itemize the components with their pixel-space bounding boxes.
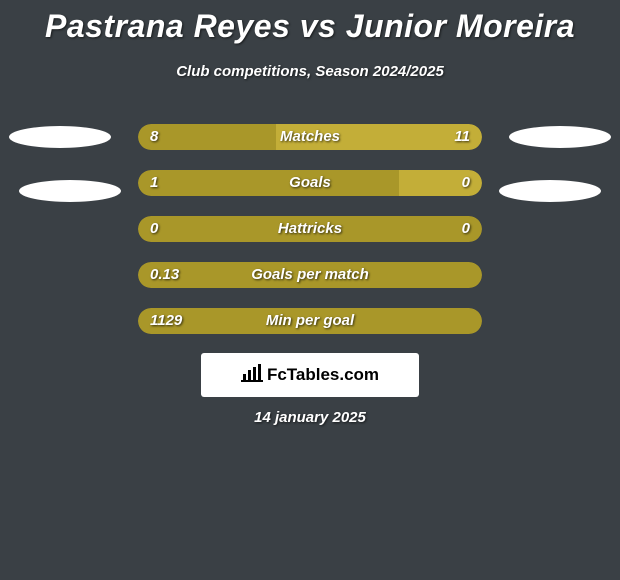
stat-label: Goals — [138, 170, 482, 196]
stat-label: Hattricks — [138, 216, 482, 242]
page-subtitle: Club competitions, Season 2024/2025 — [0, 63, 620, 80]
stat-row-hattricks: 0 Hattricks 0 — [138, 216, 482, 242]
stat-row-goals: 1 Goals 0 — [138, 170, 482, 196]
stat-label: Matches — [138, 124, 482, 150]
brand-chart-icon — [241, 364, 263, 387]
stat-label: Min per goal — [138, 308, 482, 334]
player2-photo-placeholder-bottom — [499, 180, 601, 202]
stat-value-player2: 0 — [462, 170, 470, 196]
stat-row-goals-per-match: 0.13 Goals per match — [138, 262, 482, 288]
stat-value-player2: 0 — [462, 216, 470, 242]
stat-value-player2: 11 — [454, 124, 470, 150]
page-title: Pastrana Reyes vs Junior Moreira — [0, 0, 620, 45]
stat-row-matches: 8 Matches 11 — [138, 124, 482, 150]
comparison-bars: 8 Matches 11 1 Goals 0 0 Hattricks 0 0.1… — [138, 124, 482, 354]
brand-badge: FcTables.com — [201, 353, 419, 397]
player2-photo-placeholder-top — [509, 126, 611, 148]
player1-photo-placeholder-bottom — [19, 180, 121, 202]
stat-row-min-per-goal: 1129 Min per goal — [138, 308, 482, 334]
snapshot-date: 14 january 2025 — [0, 409, 620, 426]
stat-label: Goals per match — [138, 262, 482, 288]
player1-photo-placeholder-top — [9, 126, 111, 148]
brand-text: FcTables.com — [267, 365, 379, 385]
